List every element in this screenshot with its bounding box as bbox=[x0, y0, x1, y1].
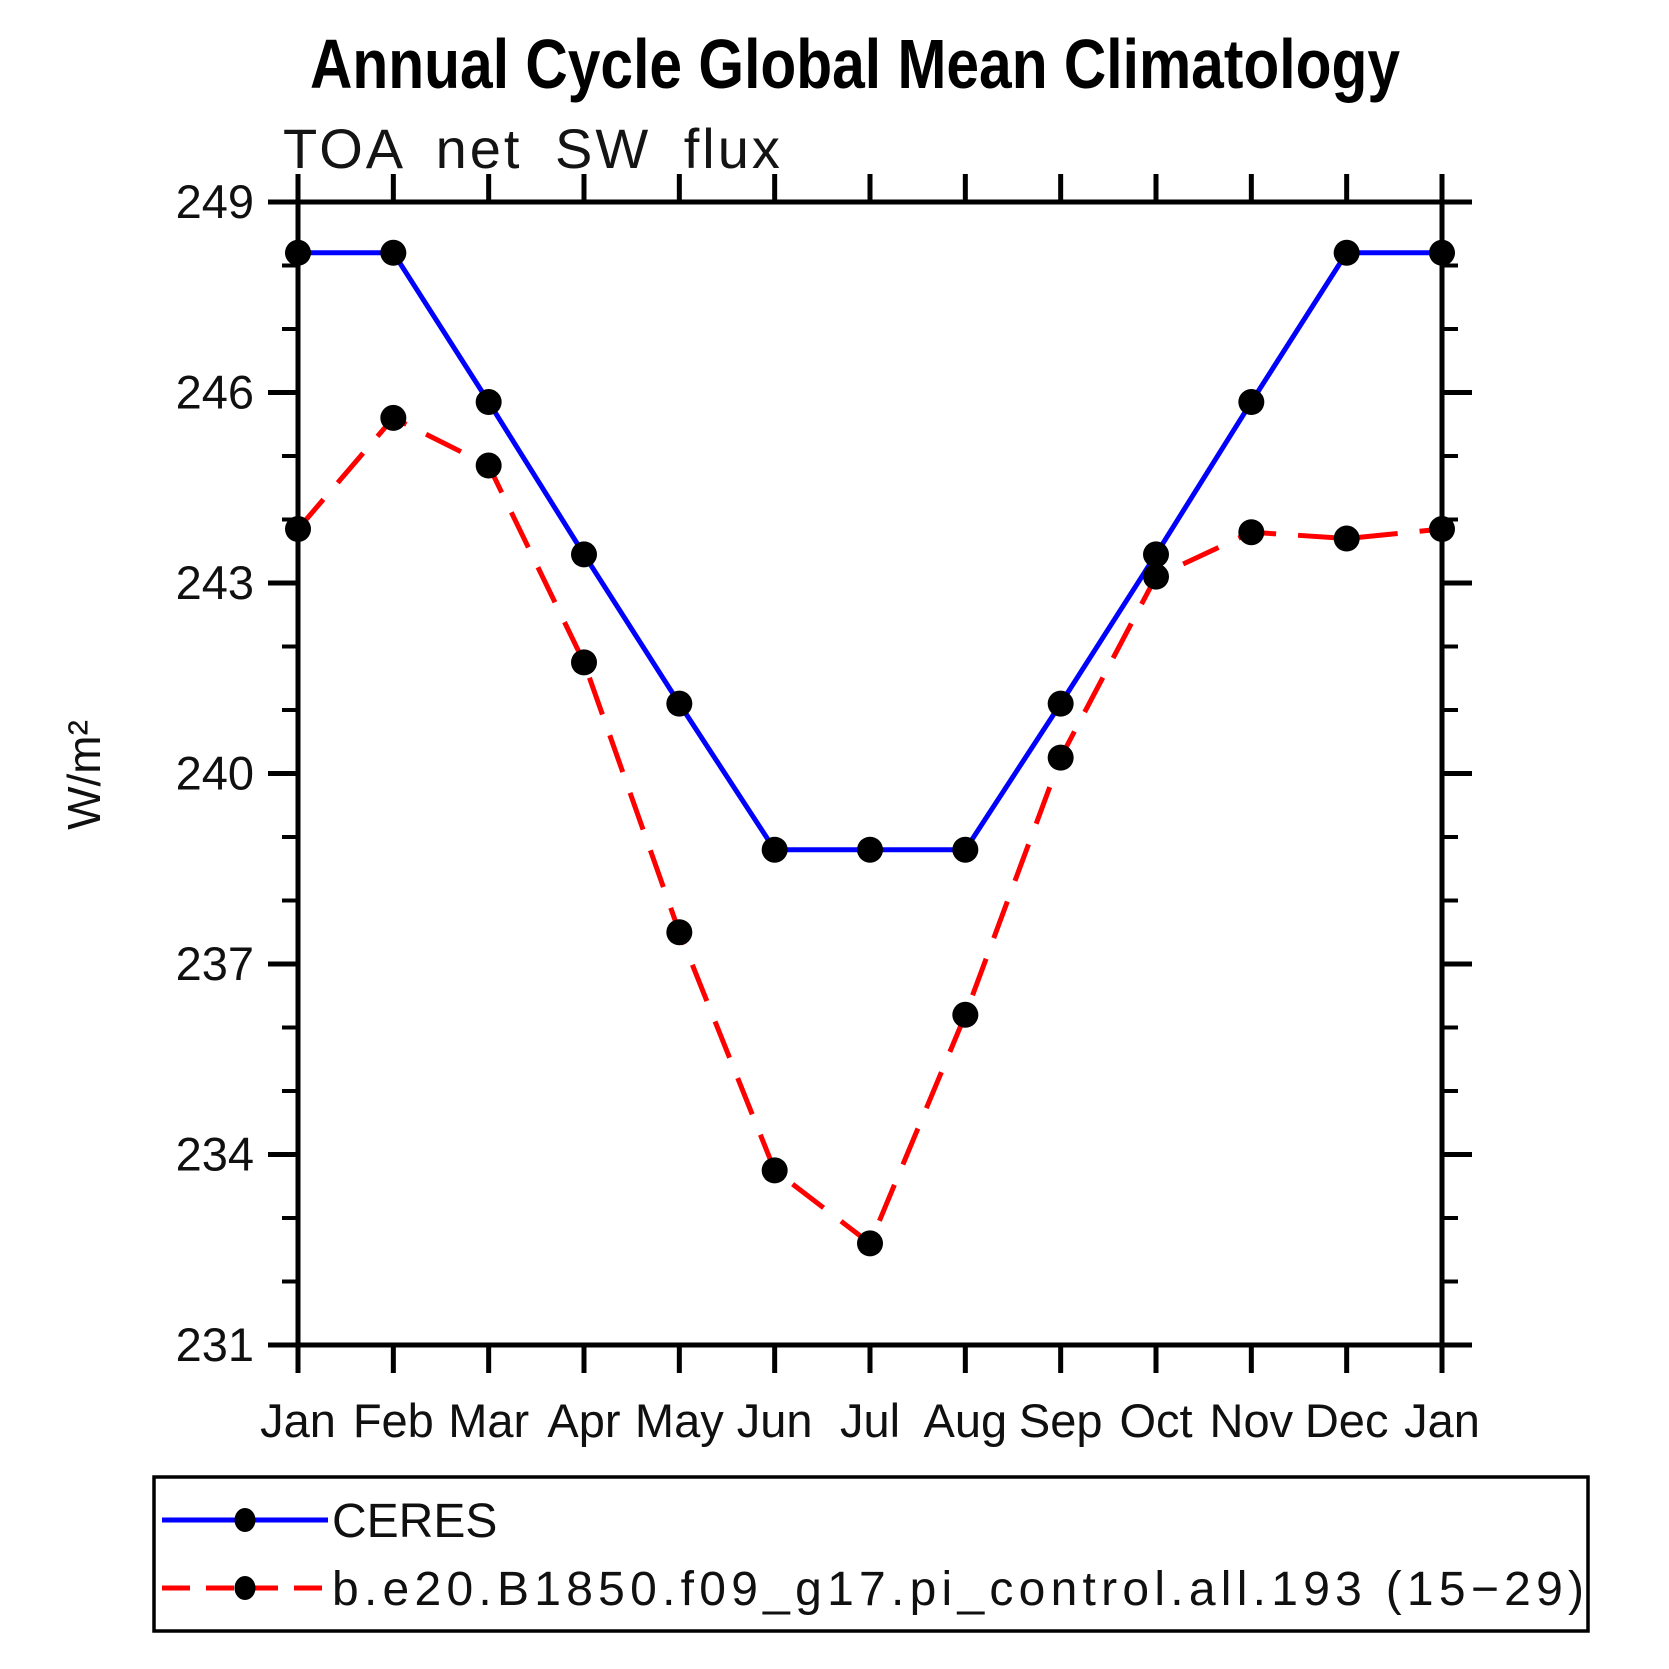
data-point-ceres bbox=[1238, 389, 1265, 416]
chart-subtitle: TOA net SW flux bbox=[283, 117, 783, 180]
data-point-ceres bbox=[1047, 690, 1074, 717]
data-point-ceres bbox=[475, 389, 502, 416]
data-point-ceres bbox=[1429, 239, 1455, 266]
month-label: Jul bbox=[840, 1394, 900, 1447]
month-label: Dec bbox=[1305, 1394, 1389, 1447]
data-point-ceres bbox=[952, 836, 979, 863]
series-plot bbox=[285, 239, 1455, 1257]
month-label: Jun bbox=[737, 1394, 813, 1447]
legend-entry-label: b.e20.B1850.f09_g17.pi_control.all.193 (… bbox=[332, 1563, 1584, 1616]
data-point-model bbox=[666, 919, 693, 946]
data-point-model bbox=[1047, 744, 1074, 771]
data-point-model bbox=[1143, 563, 1169, 590]
y-tick-label: 237 bbox=[176, 937, 254, 990]
y-tick-labels: 231 234 237 240 243 246 249 bbox=[176, 175, 254, 1371]
data-point-model bbox=[571, 649, 597, 676]
legend-marker bbox=[234, 1576, 256, 1600]
series-line-model bbox=[296, 415, 1443, 1246]
data-point-ceres bbox=[857, 836, 883, 863]
y-tick-label: 240 bbox=[176, 747, 254, 800]
y-tick-label: 243 bbox=[176, 556, 254, 609]
month-label: Jan bbox=[1404, 1394, 1480, 1447]
data-point-ceres bbox=[285, 239, 311, 266]
axes bbox=[268, 174, 1472, 1373]
legend-box bbox=[152, 1475, 1590, 1633]
data-point-model bbox=[1238, 519, 1265, 546]
y-tick-label: 246 bbox=[176, 366, 254, 419]
y-tick-label: 231 bbox=[176, 1318, 254, 1371]
legend: CERES b.e20.B1850.f09_g17.pi_control.all.… bbox=[152, 1475, 1590, 1633]
legend-entry-label: CERES bbox=[332, 1495, 497, 1548]
data-point-model bbox=[380, 404, 407, 431]
month-label: Sep bbox=[1019, 1394, 1103, 1447]
data-point-model bbox=[857, 1230, 883, 1257]
legend-entries: CERES b.e20.B1850.f09_g17.pi_control.all.… bbox=[162, 1495, 1584, 1616]
month-label: Apr bbox=[547, 1394, 620, 1447]
y-tick-label: 249 bbox=[176, 175, 254, 228]
month-label: Mar bbox=[448, 1394, 529, 1447]
data-point-ceres bbox=[666, 690, 693, 717]
y-axis-label: W/m² bbox=[58, 720, 110, 830]
data-point-model bbox=[475, 452, 502, 479]
legend-marker bbox=[234, 1508, 256, 1532]
series-line-ceres bbox=[298, 250, 1442, 853]
month-label: Feb bbox=[353, 1394, 434, 1447]
data-point-model bbox=[285, 516, 311, 543]
month-label: Aug bbox=[924, 1394, 1008, 1447]
x-tick-labels: Jan Feb Mar Apr May Jun Jul Aug Sep Oct Nov Dec Jan bbox=[260, 1394, 1480, 1447]
data-point-ceres bbox=[1143, 541, 1169, 568]
data-point-ceres bbox=[571, 541, 597, 568]
month-label: Oct bbox=[1119, 1394, 1192, 1447]
y-tick-label: 234 bbox=[176, 1128, 254, 1181]
month-label: Jan bbox=[260, 1394, 336, 1447]
data-point-ceres bbox=[380, 239, 407, 266]
data-point-model bbox=[1333, 525, 1360, 552]
chart-title: Annual Cycle Global Mean Climatology bbox=[310, 25, 1400, 103]
month-label: Nov bbox=[1210, 1394, 1294, 1447]
data-point-ceres bbox=[1333, 239, 1360, 266]
data-point-model bbox=[761, 1157, 788, 1184]
data-point-ceres bbox=[761, 836, 788, 863]
month-label: May bbox=[635, 1394, 724, 1447]
data-point-model bbox=[952, 1001, 979, 1028]
data-point-model bbox=[1429, 516, 1455, 543]
